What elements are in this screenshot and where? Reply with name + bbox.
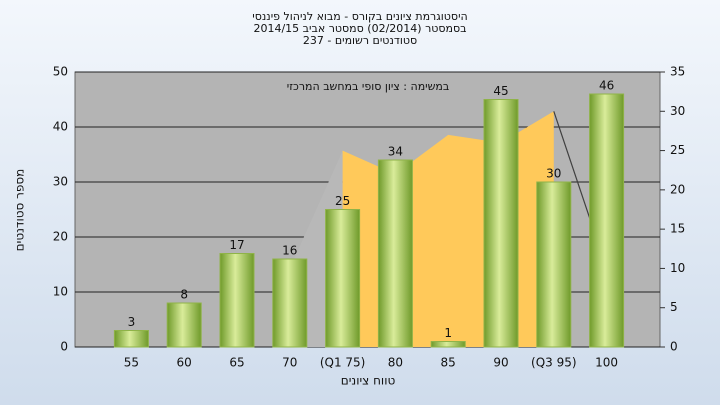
x-tick-label: 80 bbox=[388, 356, 403, 370]
data-label: 17 bbox=[229, 238, 244, 252]
data-label: 34 bbox=[388, 145, 403, 159]
bar bbox=[589, 93, 625, 348]
bar bbox=[483, 99, 519, 348]
data-label: 8 bbox=[180, 288, 188, 302]
bar bbox=[536, 181, 572, 348]
x-tick-label: (Q3 95) bbox=[531, 356, 577, 370]
annotation: במשימה : ציון סופי במחשב המרכזי bbox=[287, 80, 450, 93]
y-tick-label: 0 bbox=[60, 340, 68, 354]
bar bbox=[377, 159, 413, 348]
y2-tick-label: 35 bbox=[670, 65, 685, 79]
y2-tick-label: 15 bbox=[670, 222, 685, 236]
x-tick-label: 65 bbox=[229, 356, 244, 370]
data-label: 3 bbox=[128, 315, 136, 329]
chart-title: סטודנטים רשומים - 237 bbox=[303, 34, 417, 47]
y-tick-label: 10 bbox=[53, 285, 68, 299]
x-tick-label: 85 bbox=[441, 356, 456, 370]
bar bbox=[325, 209, 361, 348]
y2-tick-label: 10 bbox=[670, 261, 685, 275]
y-tick-label: 30 bbox=[53, 175, 68, 189]
x-axis-label: טווח ציונים bbox=[341, 374, 396, 388]
data-label: 16 bbox=[282, 244, 297, 258]
data-label: 45 bbox=[493, 84, 508, 98]
x-tick-label: 55 bbox=[124, 356, 139, 370]
bar bbox=[166, 302, 202, 348]
x-tick-label: (Q1 75) bbox=[320, 356, 366, 370]
bar bbox=[430, 341, 466, 348]
y2-tick-label: 20 bbox=[670, 182, 685, 196]
y-tick-label: 40 bbox=[53, 120, 68, 134]
y2-tick-label: 0 bbox=[670, 340, 678, 354]
x-tick-label: 90 bbox=[493, 356, 508, 370]
bar bbox=[272, 258, 308, 348]
chart-title: היסטוגרמת ציונים בקורס - מבוא לניהול פינ… bbox=[252, 10, 467, 23]
y2-tick-label: 5 bbox=[670, 300, 678, 314]
x-tick-label: 70 bbox=[282, 356, 297, 370]
y2-tick-label: 30 bbox=[670, 104, 685, 118]
x-tick-label: 60 bbox=[177, 356, 192, 370]
data-label: 1 bbox=[444, 326, 452, 340]
data-label: 46 bbox=[599, 79, 614, 93]
x-tick-label: 100 bbox=[595, 356, 618, 370]
y-tick-label: 20 bbox=[53, 230, 68, 244]
y2-tick-label: 25 bbox=[670, 143, 685, 157]
bar bbox=[219, 253, 255, 348]
y-tick-label: 50 bbox=[53, 65, 68, 79]
y-axis-label: מספר סטודנטים bbox=[13, 169, 27, 252]
data-label: 25 bbox=[335, 194, 350, 208]
data-label: 30 bbox=[546, 167, 561, 181]
bar bbox=[113, 330, 149, 348]
chart-title: בסמסטר (02/2014) סמסטר אביב 2014/15 bbox=[253, 22, 466, 35]
